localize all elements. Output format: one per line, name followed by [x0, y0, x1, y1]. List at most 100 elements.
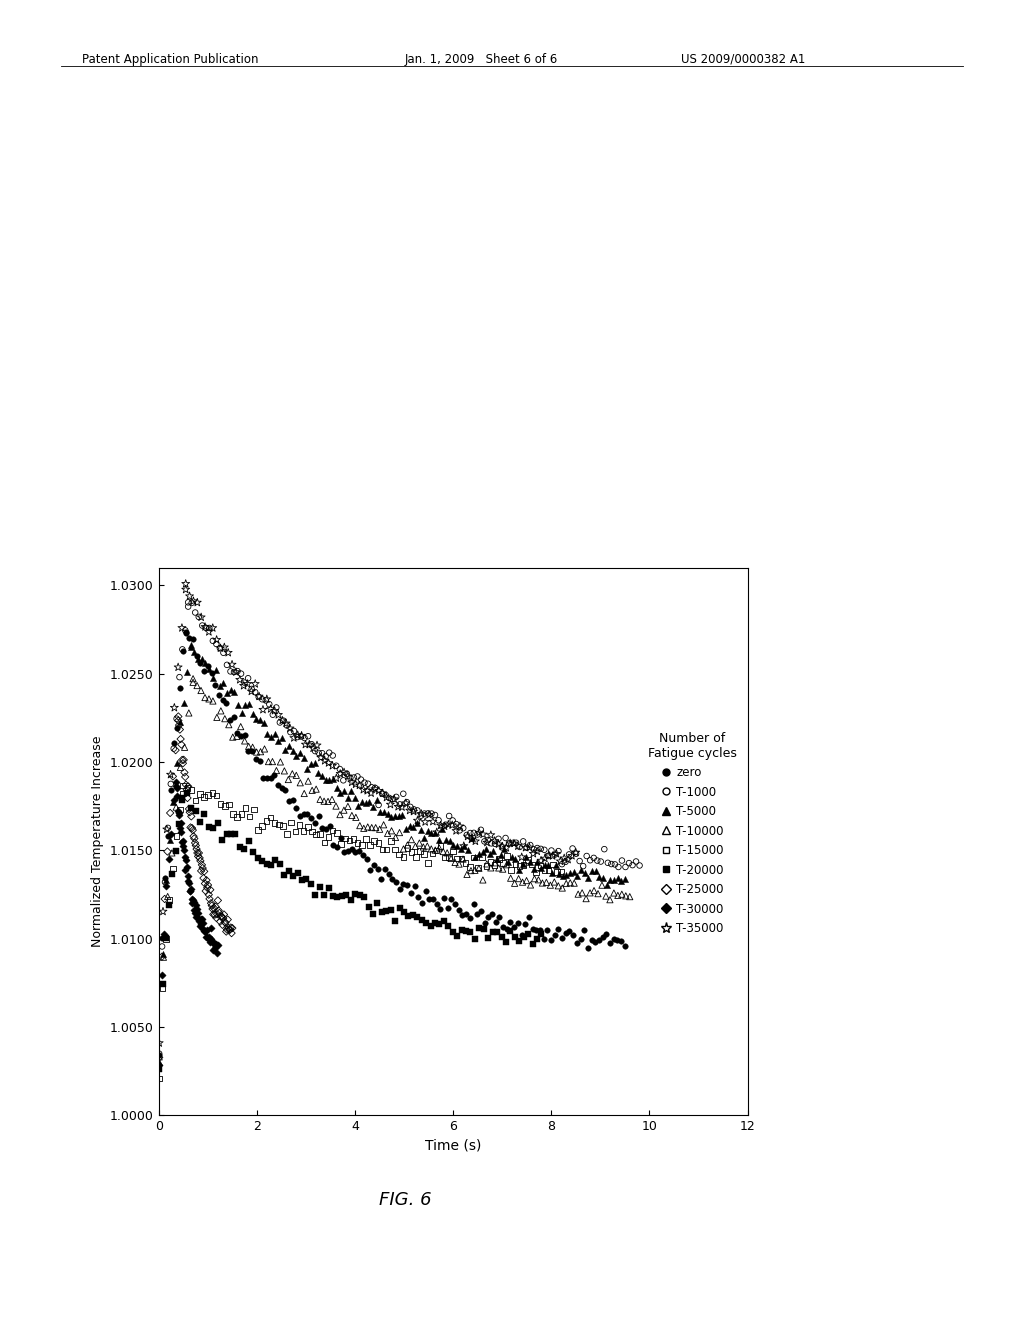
T-20000: [418, 913, 434, 935]
T-15000: [258, 810, 274, 832]
T-35000: [231, 669, 248, 690]
T-1000: [177, 620, 194, 642]
T-25000: [185, 826, 202, 847]
T-30000: [156, 924, 172, 945]
T-30000: [175, 830, 191, 851]
T-5000: [555, 865, 571, 886]
T-20000: [290, 863, 306, 884]
T-10000: [264, 751, 281, 772]
T-10000: [419, 836, 435, 857]
T-10000: [395, 838, 412, 859]
zero: [591, 929, 607, 950]
T-1000: [574, 855, 591, 876]
T-25000: [159, 841, 175, 862]
T-15000: [537, 859, 553, 880]
T-30000: [193, 908, 209, 929]
zero: [269, 774, 286, 795]
T-5000: [420, 821, 436, 842]
T-10000: [522, 874, 539, 895]
T-15000: [478, 855, 495, 876]
T-35000: [255, 700, 271, 721]
T-25000: [208, 896, 224, 917]
T-10000: [542, 875, 558, 896]
T-1000: [508, 832, 524, 853]
T-5000: [445, 834, 462, 855]
T-15000: [383, 830, 399, 851]
T-35000: [567, 842, 584, 863]
T-35000: [463, 829, 479, 850]
T-30000: [181, 880, 198, 902]
zero: [303, 808, 319, 829]
T-1000: [469, 824, 485, 845]
T-10000: [550, 875, 566, 896]
T-1000: [166, 738, 182, 759]
T-5000: [222, 678, 239, 700]
zero: [262, 767, 279, 788]
T-1000: [462, 822, 478, 843]
T-15000: [187, 789, 204, 810]
T-5000: [175, 693, 191, 714]
T-1000: [606, 854, 623, 875]
T-5000: [606, 870, 623, 891]
zero: [255, 767, 271, 788]
zero: [241, 741, 257, 762]
T-20000: [263, 854, 280, 875]
T-1000: [163, 774, 179, 795]
T-15000: [515, 854, 531, 875]
zero: [166, 733, 182, 754]
T-35000: [328, 768, 344, 789]
T-15000: [250, 820, 266, 841]
zero: [565, 925, 582, 946]
T-10000: [586, 880, 602, 902]
T-1000: [498, 828, 514, 849]
T-25000: [193, 850, 209, 871]
T-5000: [430, 830, 446, 851]
T-1000: [154, 936, 170, 957]
T-5000: [208, 659, 224, 680]
T-10000: [332, 804, 348, 825]
zero: [521, 906, 538, 927]
T-25000: [177, 767, 194, 788]
T-15000: [440, 846, 457, 867]
T-20000: [174, 789, 190, 810]
T-5000: [529, 851, 546, 873]
zero: [244, 741, 260, 762]
T-1000: [494, 837, 510, 858]
T-20000: [524, 933, 541, 954]
T-10000: [209, 706, 225, 727]
T-5000: [194, 648, 210, 669]
T-1000: [529, 837, 546, 858]
T-5000: [306, 752, 323, 774]
T-10000: [296, 783, 312, 804]
T-15000: [349, 833, 366, 854]
T-20000: [387, 911, 403, 932]
zero: [347, 842, 364, 863]
T-10000: [463, 861, 479, 882]
T-35000: [386, 788, 402, 809]
T-10000: [232, 715, 249, 737]
T-15000: [424, 843, 440, 865]
T-15000: [183, 780, 200, 801]
T-5000: [584, 861, 600, 882]
T-20000: [241, 830, 257, 851]
zero: [381, 863, 397, 884]
zero: [322, 816, 338, 837]
T-25000: [181, 799, 198, 820]
T-20000: [404, 904, 421, 925]
T-20000: [330, 887, 346, 908]
T-15000: [395, 846, 412, 867]
zero: [288, 797, 304, 818]
T-10000: [590, 883, 606, 904]
T-1000: [307, 741, 324, 762]
zero: [384, 869, 400, 890]
T-20000: [254, 850, 270, 871]
T-10000: [539, 871, 555, 892]
T-30000: [169, 785, 185, 807]
T-10000: [499, 854, 515, 875]
zero: [314, 817, 331, 838]
T-35000: [290, 725, 306, 746]
T-35000: [556, 847, 572, 869]
T-20000: [325, 886, 341, 907]
zero: [572, 928, 589, 949]
T-35000: [224, 653, 241, 675]
